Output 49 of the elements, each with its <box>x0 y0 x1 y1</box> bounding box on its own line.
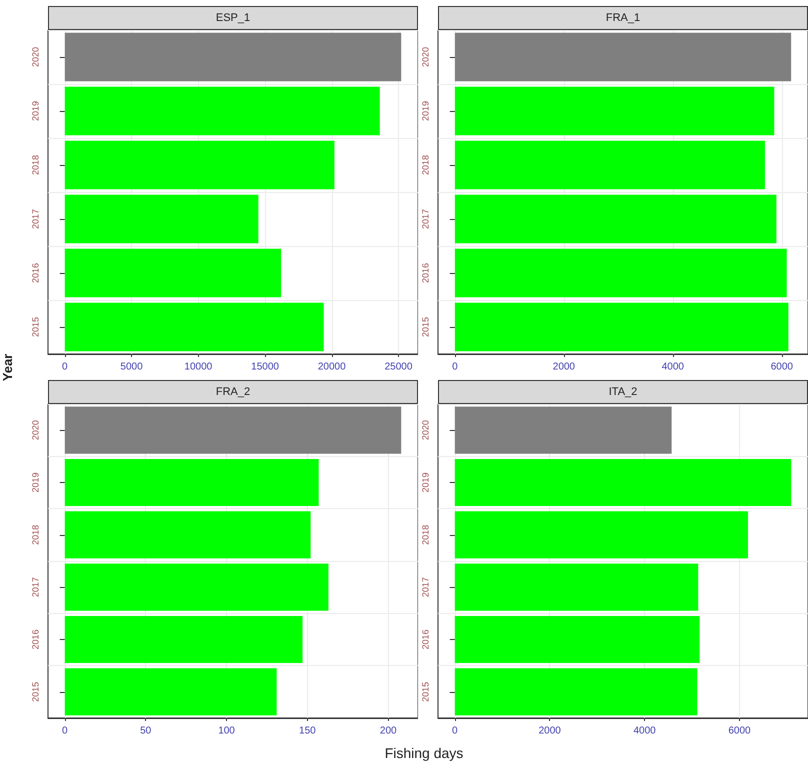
x-tick-label: 2000 <box>538 726 562 736</box>
y-tick-label: 2015 <box>420 682 430 702</box>
chart-title: FRA_2 <box>48 380 418 404</box>
y-tick-label: 2020 <box>30 46 40 68</box>
chart-title: ESP_1 <box>48 6 418 30</box>
x-tick-label: 20000 <box>318 362 346 372</box>
x-tick-label: 0 <box>62 726 68 736</box>
x-tick-label: 5000 <box>120 362 144 372</box>
y-tick-label: 2016 <box>30 629 40 650</box>
y-tick-label: 2018 <box>420 524 430 545</box>
x-tick-label: 6000 <box>770 362 794 372</box>
y-tick-label: 2018 <box>30 154 40 176</box>
y-tick-label: 2016 <box>30 262 40 284</box>
y-tick-label: 2018 <box>420 154 430 176</box>
x-tick-label: 0 <box>452 726 458 736</box>
x-tick-label: 100 <box>218 726 236 736</box>
x-tick-label: 4000 <box>662 362 684 372</box>
y-tick-label: 2015 <box>30 682 40 702</box>
x-tick-label: 4000 <box>633 726 656 736</box>
x-tick-label: 2000 <box>552 362 576 372</box>
chart-title: FRA_1 <box>438 6 808 30</box>
y-tick-label: 2020 <box>30 420 40 440</box>
y-tick-label: 2016 <box>420 629 430 650</box>
x-tick-label: 50 <box>140 726 152 736</box>
y-tick-label: 2015 <box>420 316 430 338</box>
y-tick-label: 2016 <box>420 262 430 284</box>
x-tick-label: 25000 <box>384 362 413 372</box>
y-tick-label: 2017 <box>30 208 40 230</box>
x-tick-label: 6000 <box>728 726 752 736</box>
x-tick-label: 0 <box>452 362 458 372</box>
chart-title: ITA_2 <box>438 380 808 404</box>
y-tick-label: 2019 <box>420 100 430 122</box>
y-tick-label: 2017 <box>420 577 430 598</box>
x-tick-label: 150 <box>299 726 316 736</box>
y-tick-label: 2015 <box>30 316 40 338</box>
y-tick-label: 2017 <box>420 208 430 230</box>
x-axis-title: Fishing days <box>384 745 464 761</box>
x-tick-label: 15000 <box>251 362 280 372</box>
y-tick-label: 2020 <box>420 46 430 68</box>
y-tick-label: 2019 <box>30 472 40 493</box>
x-tick-label: 10000 <box>184 362 213 372</box>
x-tick-label: 0 <box>62 362 68 372</box>
y-axis-title: Year <box>0 354 16 382</box>
y-tick-label: 2018 <box>30 524 40 545</box>
y-tick-label: 2019 <box>30 100 40 122</box>
x-tick-label: 200 <box>380 726 398 736</box>
y-tick-label: 2017 <box>30 577 40 598</box>
y-tick-label: 2019 <box>420 472 430 493</box>
y-tick-label: 2020 <box>420 420 430 440</box>
